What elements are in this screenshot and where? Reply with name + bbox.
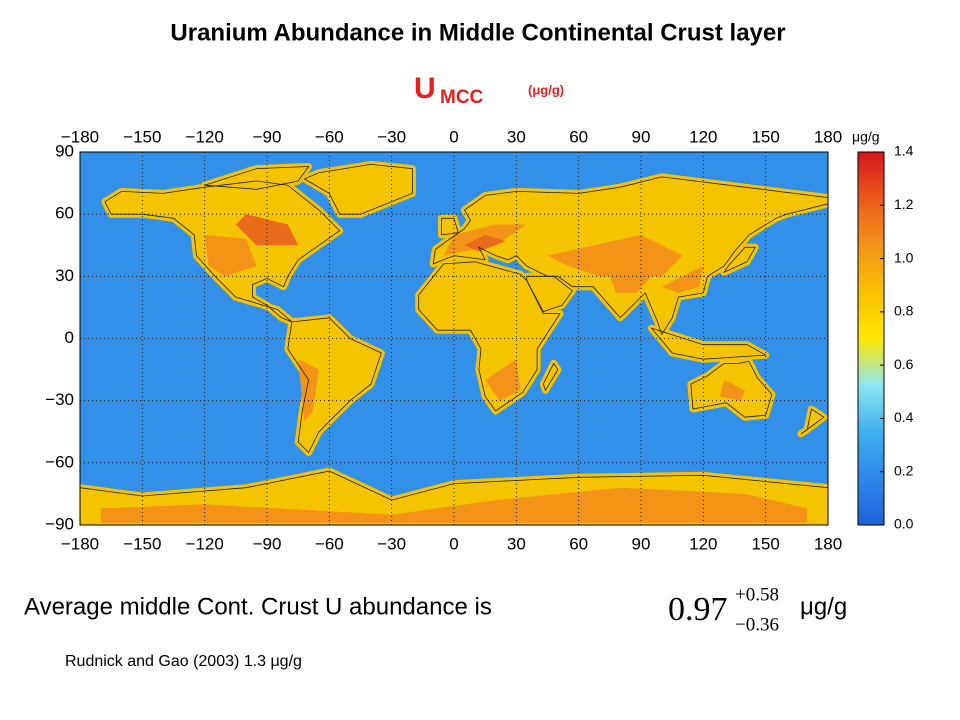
statement-upper-error: +0.58 bbox=[735, 584, 779, 605]
x-tick-label: 150 bbox=[751, 534, 779, 553]
colorbar-tick-label: 0.0 bbox=[894, 516, 914, 532]
coastline bbox=[287, 317, 382, 454]
statement-value: 0.97 bbox=[668, 591, 728, 628]
reference: Rudnick and Gao (2003) 1.3 μg/g bbox=[65, 653, 302, 670]
coastline bbox=[441, 217, 459, 236]
coastline bbox=[418, 261, 561, 412]
high-abundance bbox=[485, 359, 521, 401]
coastline bbox=[204, 166, 310, 190]
x-tick-label: −60 bbox=[315, 534, 344, 553]
x-tick-label: −90 bbox=[253, 534, 282, 553]
coastline bbox=[800, 408, 825, 435]
high-abundance bbox=[547, 234, 683, 277]
colorbar bbox=[857, 151, 885, 526]
y-tick-label: 0 bbox=[65, 328, 74, 347]
coastline bbox=[432, 176, 828, 336]
high-abundance bbox=[720, 379, 745, 401]
x-tick-label: 90 bbox=[632, 127, 651, 146]
x-tick-label: −90 bbox=[253, 127, 282, 146]
statement-unit: μg/g bbox=[800, 593, 847, 620]
x-tick-label: −180 bbox=[61, 127, 99, 146]
high-abundance bbox=[464, 234, 506, 252]
y-tick-label: −60 bbox=[45, 452, 74, 471]
title: Uranium Abundance in Middle Continental … bbox=[170, 19, 785, 46]
colorbar-tick-label: 1.2 bbox=[894, 196, 914, 212]
x-tick-label: 90 bbox=[632, 534, 651, 553]
coastline bbox=[690, 360, 773, 418]
x-tick-label: −150 bbox=[123, 127, 161, 146]
x-tick-label: 120 bbox=[689, 534, 717, 553]
statement-lower-error: −0.36 bbox=[735, 614, 779, 635]
x-tick-label: 150 bbox=[751, 127, 779, 146]
high-abundance bbox=[661, 266, 704, 293]
x-tick-label: −180 bbox=[61, 534, 99, 553]
x-tick-label: −30 bbox=[377, 127, 406, 146]
x-tick-label: 180 bbox=[814, 127, 842, 146]
x-tick-label: −150 bbox=[123, 534, 161, 553]
high-abundance bbox=[100, 487, 808, 523]
britain bbox=[438, 214, 462, 239]
coastline bbox=[80, 470, 828, 525]
plot-frame bbox=[79, 151, 829, 526]
x-tick-label: 60 bbox=[569, 534, 588, 553]
colorbar-label: μg/g bbox=[852, 129, 880, 145]
quantity-symbol: U bbox=[414, 72, 436, 105]
colorbar-tick-label: 0.2 bbox=[894, 462, 914, 478]
x-tick-label: −30 bbox=[377, 534, 406, 553]
x-tick-label: 180 bbox=[814, 534, 842, 553]
coastline bbox=[303, 163, 413, 215]
y-tick-label: −90 bbox=[45, 514, 74, 533]
x-tick-label: 120 bbox=[689, 127, 717, 146]
coastline bbox=[104, 180, 341, 323]
x-tick-label: 0 bbox=[449, 127, 458, 146]
map: −180 −180 −150 −150 −120 −120 −90 −90 −60 −60 −30 −… bbox=[45, 127, 914, 553]
colorbar-tick-label: 1.0 bbox=[894, 249, 914, 265]
coastline bbox=[526, 275, 573, 313]
colorbar-tick-label: 1.4 bbox=[894, 143, 914, 159]
high-abundance bbox=[235, 214, 299, 246]
quantity-unit: (μg/g) bbox=[528, 82, 564, 97]
x-tick-label: −120 bbox=[186, 127, 224, 146]
coastline bbox=[542, 362, 559, 392]
x-tick-label: −60 bbox=[315, 127, 344, 146]
y-tick-label: 60 bbox=[55, 204, 74, 223]
x-tick-label: 30 bbox=[507, 534, 526, 553]
quantity-subscript: MCC bbox=[440, 87, 484, 108]
y-tick-label: 90 bbox=[55, 141, 74, 160]
y-tick-label: 30 bbox=[55, 266, 74, 285]
colorbar-tick-label: 0.6 bbox=[894, 356, 914, 372]
y-tick-label: −30 bbox=[45, 390, 74, 409]
statement-text: Average middle Cont. Crust U abundance i… bbox=[24, 593, 492, 620]
land-layer bbox=[80, 160, 828, 525]
coastline bbox=[722, 246, 756, 274]
x-tick-label: 0 bbox=[449, 534, 458, 553]
x-tick-label: −120 bbox=[186, 534, 224, 553]
high-abundance bbox=[204, 234, 257, 277]
x-tick-label: 60 bbox=[569, 127, 588, 146]
x-tick-label: 30 bbox=[507, 127, 526, 146]
colorbar-tick-label: 0.8 bbox=[894, 303, 914, 319]
colorbar-tick-label: 0.4 bbox=[894, 409, 914, 425]
